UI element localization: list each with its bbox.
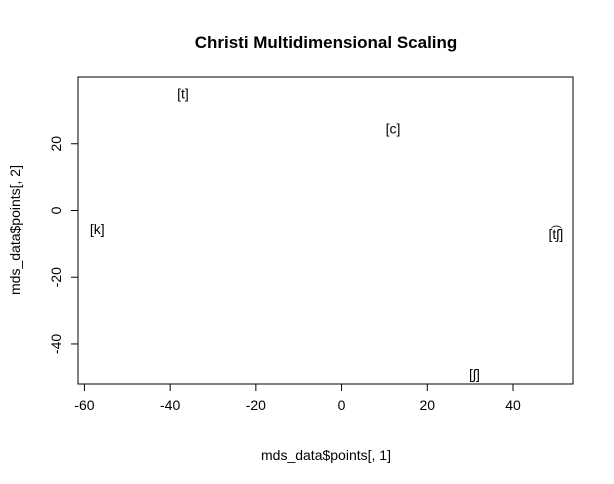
x-axis-label: mds_data$points[, 1] — [261, 447, 391, 463]
x-tick-label: -60 — [74, 397, 94, 413]
y-tick-label: -20 — [48, 267, 64, 287]
point-label: [c] — [386, 121, 401, 137]
x-axis: -60 -40 -20 0 20 40 — [74, 383, 521, 413]
x-tick-label: 40 — [505, 397, 521, 413]
x-tick-label: 20 — [419, 397, 435, 413]
point-label: [t] — [177, 86, 189, 102]
data-points: [t] [c] [k] [t͡ʃ] [ʃ] — [90, 86, 563, 382]
point-label: [k] — [90, 221, 105, 237]
plot-frame — [77, 76, 574, 385]
x-tick-label: -40 — [160, 397, 180, 413]
point-label: [ʃ] — [469, 366, 480, 382]
point-label: [t͡ʃ] — [548, 225, 563, 242]
y-tick-label: -40 — [48, 334, 64, 354]
y-axis: -40 -20 0 20 — [48, 136, 79, 354]
y-tick-label: 20 — [48, 136, 64, 152]
chart-title: Christi Multidimensional Scaling — [195, 33, 458, 52]
x-tick-label: -20 — [246, 397, 266, 413]
x-tick-label: 0 — [338, 397, 346, 413]
y-axis-label: mds_data$points[, 2] — [7, 165, 23, 295]
y-tick-label: 0 — [48, 206, 64, 214]
